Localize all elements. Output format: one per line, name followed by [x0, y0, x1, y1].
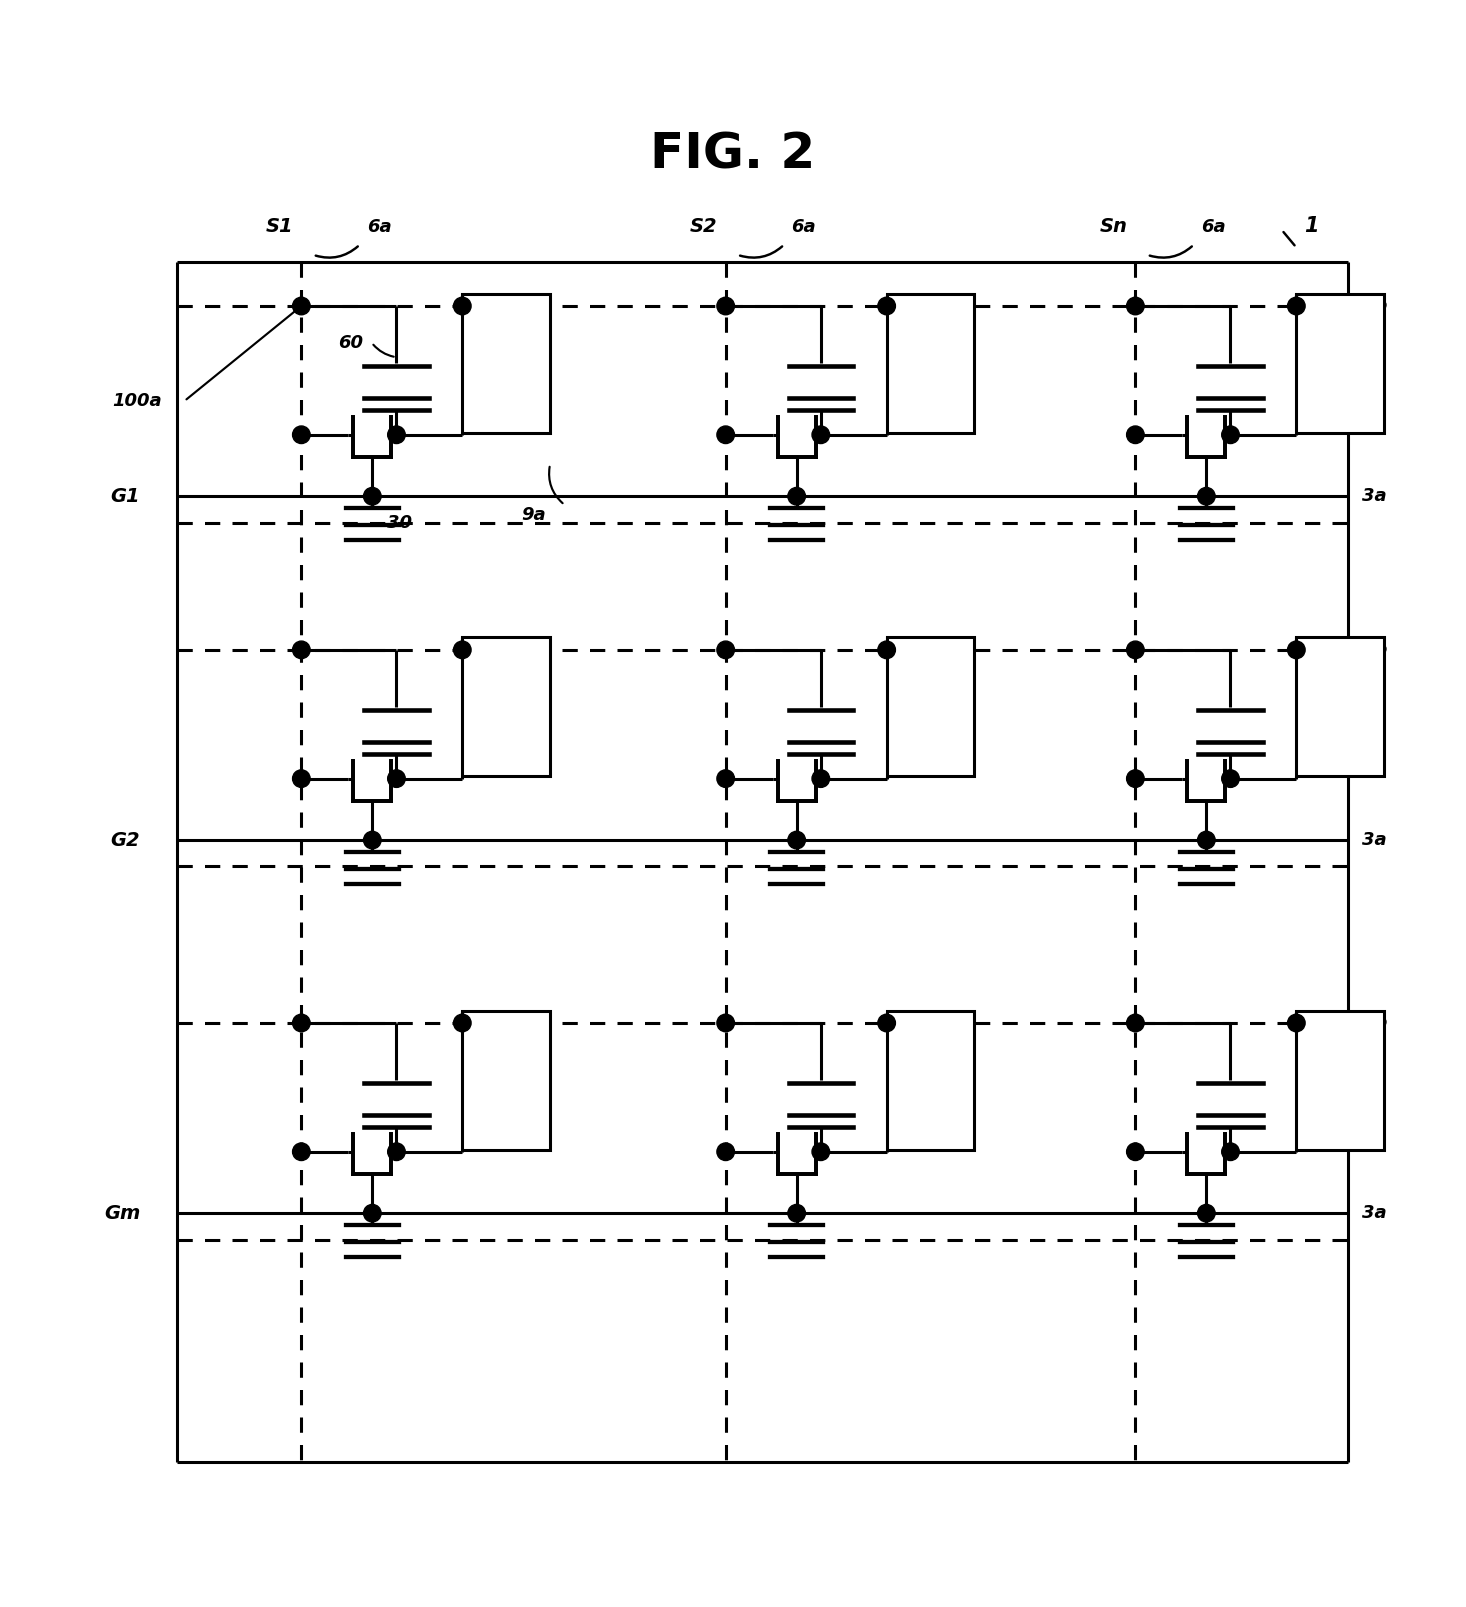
- Text: G1: G1: [111, 487, 141, 506]
- Bar: [462, 638, 550, 776]
- Text: 9a: 9a: [520, 506, 545, 524]
- Circle shape: [1126, 1014, 1143, 1032]
- Circle shape: [1221, 426, 1239, 444]
- Circle shape: [812, 1143, 830, 1160]
- Text: 3b: 3b: [1362, 297, 1387, 315]
- Circle shape: [787, 831, 805, 848]
- Bar: [1296, 638, 1384, 776]
- Text: 6a: 6a: [792, 219, 817, 236]
- Text: 6a: 6a: [366, 219, 391, 236]
- Text: S1: S1: [265, 217, 293, 236]
- Circle shape: [878, 297, 896, 315]
- Text: 100a: 100a: [113, 392, 163, 410]
- Text: 1: 1: [1303, 215, 1318, 236]
- Text: 3b: 3b: [1362, 1014, 1387, 1032]
- Circle shape: [387, 426, 405, 444]
- Circle shape: [1126, 641, 1143, 659]
- Circle shape: [293, 641, 311, 659]
- Text: Sn: Sn: [1100, 217, 1127, 236]
- Circle shape: [717, 1143, 734, 1160]
- Circle shape: [878, 1014, 896, 1032]
- Circle shape: [453, 1014, 471, 1032]
- Circle shape: [717, 426, 734, 444]
- Bar: [462, 1011, 550, 1149]
- Circle shape: [878, 641, 896, 659]
- Bar: [887, 294, 975, 432]
- Circle shape: [1287, 641, 1305, 659]
- Text: 30: 30: [387, 514, 412, 532]
- Circle shape: [1221, 770, 1239, 787]
- Text: 6a: 6a: [1201, 219, 1226, 236]
- Circle shape: [453, 297, 471, 315]
- Circle shape: [364, 487, 381, 505]
- Circle shape: [364, 831, 381, 848]
- Circle shape: [1198, 487, 1215, 505]
- Circle shape: [717, 770, 734, 787]
- Circle shape: [1126, 297, 1143, 315]
- Circle shape: [787, 1204, 805, 1221]
- Text: 3a: 3a: [1362, 831, 1387, 848]
- Bar: [1296, 1011, 1384, 1149]
- Circle shape: [717, 641, 734, 659]
- Text: 3a: 3a: [1362, 1204, 1387, 1223]
- Circle shape: [717, 1014, 734, 1032]
- Circle shape: [293, 297, 311, 315]
- Circle shape: [293, 426, 311, 444]
- Circle shape: [293, 1143, 311, 1160]
- Circle shape: [787, 487, 805, 505]
- Circle shape: [717, 297, 734, 315]
- Circle shape: [1126, 770, 1143, 787]
- Circle shape: [1198, 1204, 1215, 1221]
- Circle shape: [812, 770, 830, 787]
- Circle shape: [1198, 831, 1215, 848]
- Circle shape: [453, 641, 471, 659]
- Circle shape: [293, 1014, 311, 1032]
- Circle shape: [293, 770, 311, 787]
- Text: 3a: 3a: [1362, 487, 1387, 505]
- Circle shape: [1287, 1014, 1305, 1032]
- Circle shape: [387, 1143, 405, 1160]
- Text: Gm: Gm: [104, 1204, 141, 1223]
- Circle shape: [1221, 1143, 1239, 1160]
- Circle shape: [812, 426, 830, 444]
- Text: 3b: 3b: [1362, 641, 1387, 659]
- Bar: [1296, 294, 1384, 432]
- Circle shape: [1126, 426, 1143, 444]
- Circle shape: [387, 770, 405, 787]
- Circle shape: [364, 1204, 381, 1221]
- Circle shape: [1126, 1143, 1143, 1160]
- Bar: [887, 638, 975, 776]
- Bar: [887, 1011, 975, 1149]
- Text: 60: 60: [339, 334, 364, 352]
- Text: G2: G2: [111, 831, 141, 850]
- Text: FIG. 2: FIG. 2: [651, 130, 815, 178]
- Text: S2: S2: [690, 217, 717, 236]
- Circle shape: [1287, 297, 1305, 315]
- Bar: [462, 294, 550, 432]
